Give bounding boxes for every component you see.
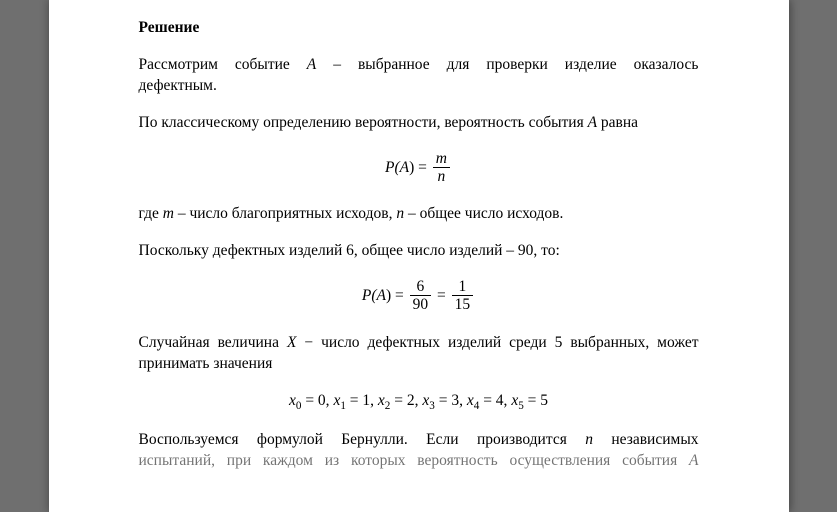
- paragraph-5: Случайная величина X − число дефектных и…: [139, 333, 699, 375]
- eq1-lhs-var: A: [400, 159, 409, 176]
- p6-n: n: [585, 431, 593, 448]
- paragraph-3: где m – число благоприятных исходов, n –…: [139, 204, 699, 225]
- paragraph-4: Поскольку дефектных изделий 6, общее чис…: [139, 241, 699, 262]
- x2-eq: = 2,: [390, 392, 422, 409]
- equation-1: P(A) = m n: [139, 150, 699, 187]
- eq2-den2: 15: [452, 296, 474, 315]
- x0-eq: = 0,: [301, 392, 333, 409]
- paragraph-6: Воспользуемся формулой Бернулли. Если пр…: [139, 430, 699, 472]
- eq2-lhs-a: P(: [362, 287, 377, 304]
- eq2-lhs-b: ) =: [386, 287, 404, 304]
- var-A: A: [307, 56, 316, 73]
- p3-b: – число благоприятных исходов,: [174, 205, 396, 222]
- p5-x: X: [287, 334, 296, 351]
- document-page: Решение Рассмотрим событие A – выбранное…: [49, 0, 789, 512]
- p6-line2a: испытаний, при каждом из которых вероятн…: [139, 452, 690, 469]
- eq2-num2: 1: [452, 278, 474, 296]
- eq2-lhs-var: A: [377, 287, 386, 304]
- p6-A: A: [689, 452, 698, 469]
- eq1-lhs-b: ) =: [409, 159, 427, 176]
- p3-n: n: [396, 205, 404, 222]
- x4-eq: = 4,: [479, 392, 511, 409]
- x5-eq: = 5: [524, 392, 548, 409]
- eq1-den: n: [433, 168, 450, 187]
- eq2-num1: 6: [410, 278, 432, 296]
- p1-line1-b: – выбранное для проверки изделие оказало…: [316, 56, 698, 73]
- eq1-lhs-a: P(: [385, 159, 400, 176]
- x4-var: x: [467, 392, 474, 409]
- p6-line1a: Воспользуемся формулой Бернулли. Если пр…: [139, 431, 586, 448]
- x1-eq: = 1,: [346, 392, 378, 409]
- paragraph-2: По классическому определению вероятности…: [139, 113, 699, 134]
- p2-a: По классическому определению вероятности…: [139, 114, 588, 131]
- x0-var: x: [289, 392, 296, 409]
- paragraph-1: Рассмотрим событие A – выбранное для про…: [139, 55, 699, 97]
- p1-line1-a: Рассмотрим событие: [139, 56, 307, 73]
- equation-2: P(A) = 6 90 = 1 15: [139, 278, 699, 315]
- p3-c: – общее число исходов.: [404, 205, 563, 222]
- eq2-den1: 90: [410, 296, 432, 315]
- p2-b: равна: [597, 114, 638, 131]
- p5-line2: принимать значения: [139, 354, 699, 375]
- p1-line2: дефектным.: [139, 76, 699, 97]
- heading-solution: Решение: [139, 18, 699, 39]
- p5-b: − число дефектных изделий среди 5 выбран…: [296, 334, 698, 351]
- eq1-num: m: [433, 150, 450, 168]
- p6-line1b: независимых: [593, 431, 699, 448]
- x2-var: x: [378, 392, 385, 409]
- equation-3: x0 = 0, x1 = 1, x2 = 2, x3 = 3, x4 = 4, …: [139, 391, 699, 412]
- p5-a: Случайная величина: [139, 334, 287, 351]
- eq2-mid: =: [437, 286, 446, 307]
- var-A-2: A: [588, 114, 597, 131]
- x3-eq: = 3,: [435, 392, 467, 409]
- p3-a: где: [139, 205, 163, 222]
- p3-m: m: [163, 205, 174, 222]
